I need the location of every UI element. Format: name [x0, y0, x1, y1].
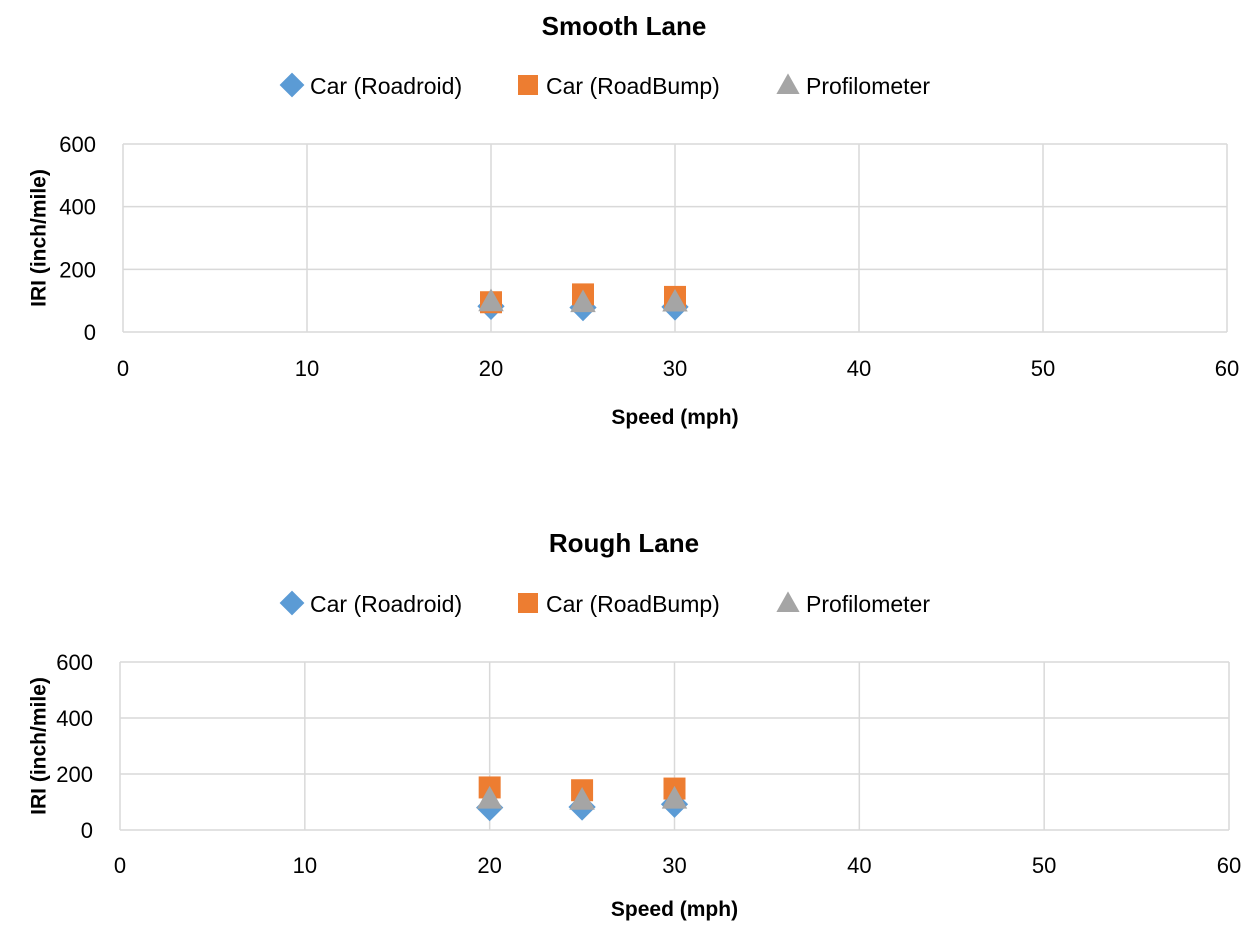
legend-marker-square	[518, 593, 538, 613]
data-point-triangle	[570, 289, 596, 313]
x-tick-label: 20	[477, 853, 501, 878]
legend-entry-label: Profilometer	[806, 591, 930, 617]
x-tick-labels: 0 10 20 30 40 50 60	[114, 853, 1241, 878]
x-tick-label: 0	[114, 853, 126, 878]
data-point-triangle	[661, 785, 688, 809]
y-tick-label: 0	[84, 320, 96, 345]
y-tick-label: 400	[59, 195, 96, 220]
chart-title: Smooth Lane	[542, 11, 707, 41]
legend: Car (Roadroid) Car (RoadBump) Profilometer	[279, 72, 930, 99]
x-tick-label: 20	[479, 356, 503, 381]
x-tick-label: 50	[1032, 853, 1056, 878]
y-tick-labels: 0 200 400 600	[56, 650, 93, 843]
data-point-triangle	[662, 288, 688, 312]
x-tick-label: 50	[1031, 356, 1055, 381]
legend: Car (Roadroid) Car (RoadBump) Profilometer	[279, 590, 930, 617]
legend-marker-diamond	[279, 590, 305, 616]
x-tick-label: 0	[117, 356, 129, 381]
gridlines	[119, 661, 1230, 831]
x-tick-label: 40	[847, 356, 871, 381]
x-tick-label: 10	[293, 853, 317, 878]
chart-title: Rough Lane	[549, 528, 699, 558]
data-marks	[477, 283, 689, 322]
x-axis-label: Speed (mph)	[611, 406, 738, 429]
data-point-triangle	[478, 288, 504, 312]
legend-marker-triangle	[776, 73, 800, 95]
legend-entry-label: Car (RoadBump)	[546, 73, 720, 99]
chart-rough-lane: Rough Lane Car (Roadroid) Car (RoadBump) P…	[28, 528, 1242, 921]
legend-marker-square	[518, 75, 538, 95]
data-marks	[476, 776, 689, 822]
x-tick-label: 40	[847, 853, 871, 878]
y-axis-label: IRI (inch/mile)	[28, 677, 51, 815]
x-tick-label: 30	[662, 853, 686, 878]
data-point-triangle	[476, 785, 503, 809]
x-tick-label: 30	[663, 356, 687, 381]
legend-entry-label: Car (Roadroid)	[310, 73, 462, 99]
x-tick-labels: 0 10 20 30 40 50 60	[117, 356, 1239, 381]
data-point-triangle	[569, 787, 595, 810]
y-tick-label: 200	[59, 257, 96, 282]
x-tick-label: 60	[1217, 853, 1241, 878]
x-axis-label: Speed (mph)	[611, 898, 738, 921]
legend-marker-triangle	[776, 591, 800, 613]
x-tick-label: 60	[1215, 356, 1239, 381]
legend-entry-label: Car (Roadroid)	[310, 591, 462, 617]
y-tick-labels: 0 200 400 600	[59, 132, 96, 345]
chart-smooth-lane: Smooth Lane Car (Roadroid) Car (RoadBump)…	[28, 11, 1240, 429]
gridlines	[122, 143, 1228, 333]
y-tick-label: 400	[56, 706, 93, 731]
y-tick-label: 600	[56, 650, 93, 675]
legend-marker-diamond	[279, 72, 305, 98]
legend-entry-label: Profilometer	[806, 73, 930, 99]
y-tick-label: 0	[81, 818, 93, 843]
y-tick-label: 200	[56, 762, 93, 787]
y-tick-label: 600	[59, 132, 96, 157]
x-tick-label: 10	[295, 356, 319, 381]
y-axis-label: IRI (inch/mile)	[28, 169, 51, 307]
legend-entry-label: Car (RoadBump)	[546, 591, 720, 617]
